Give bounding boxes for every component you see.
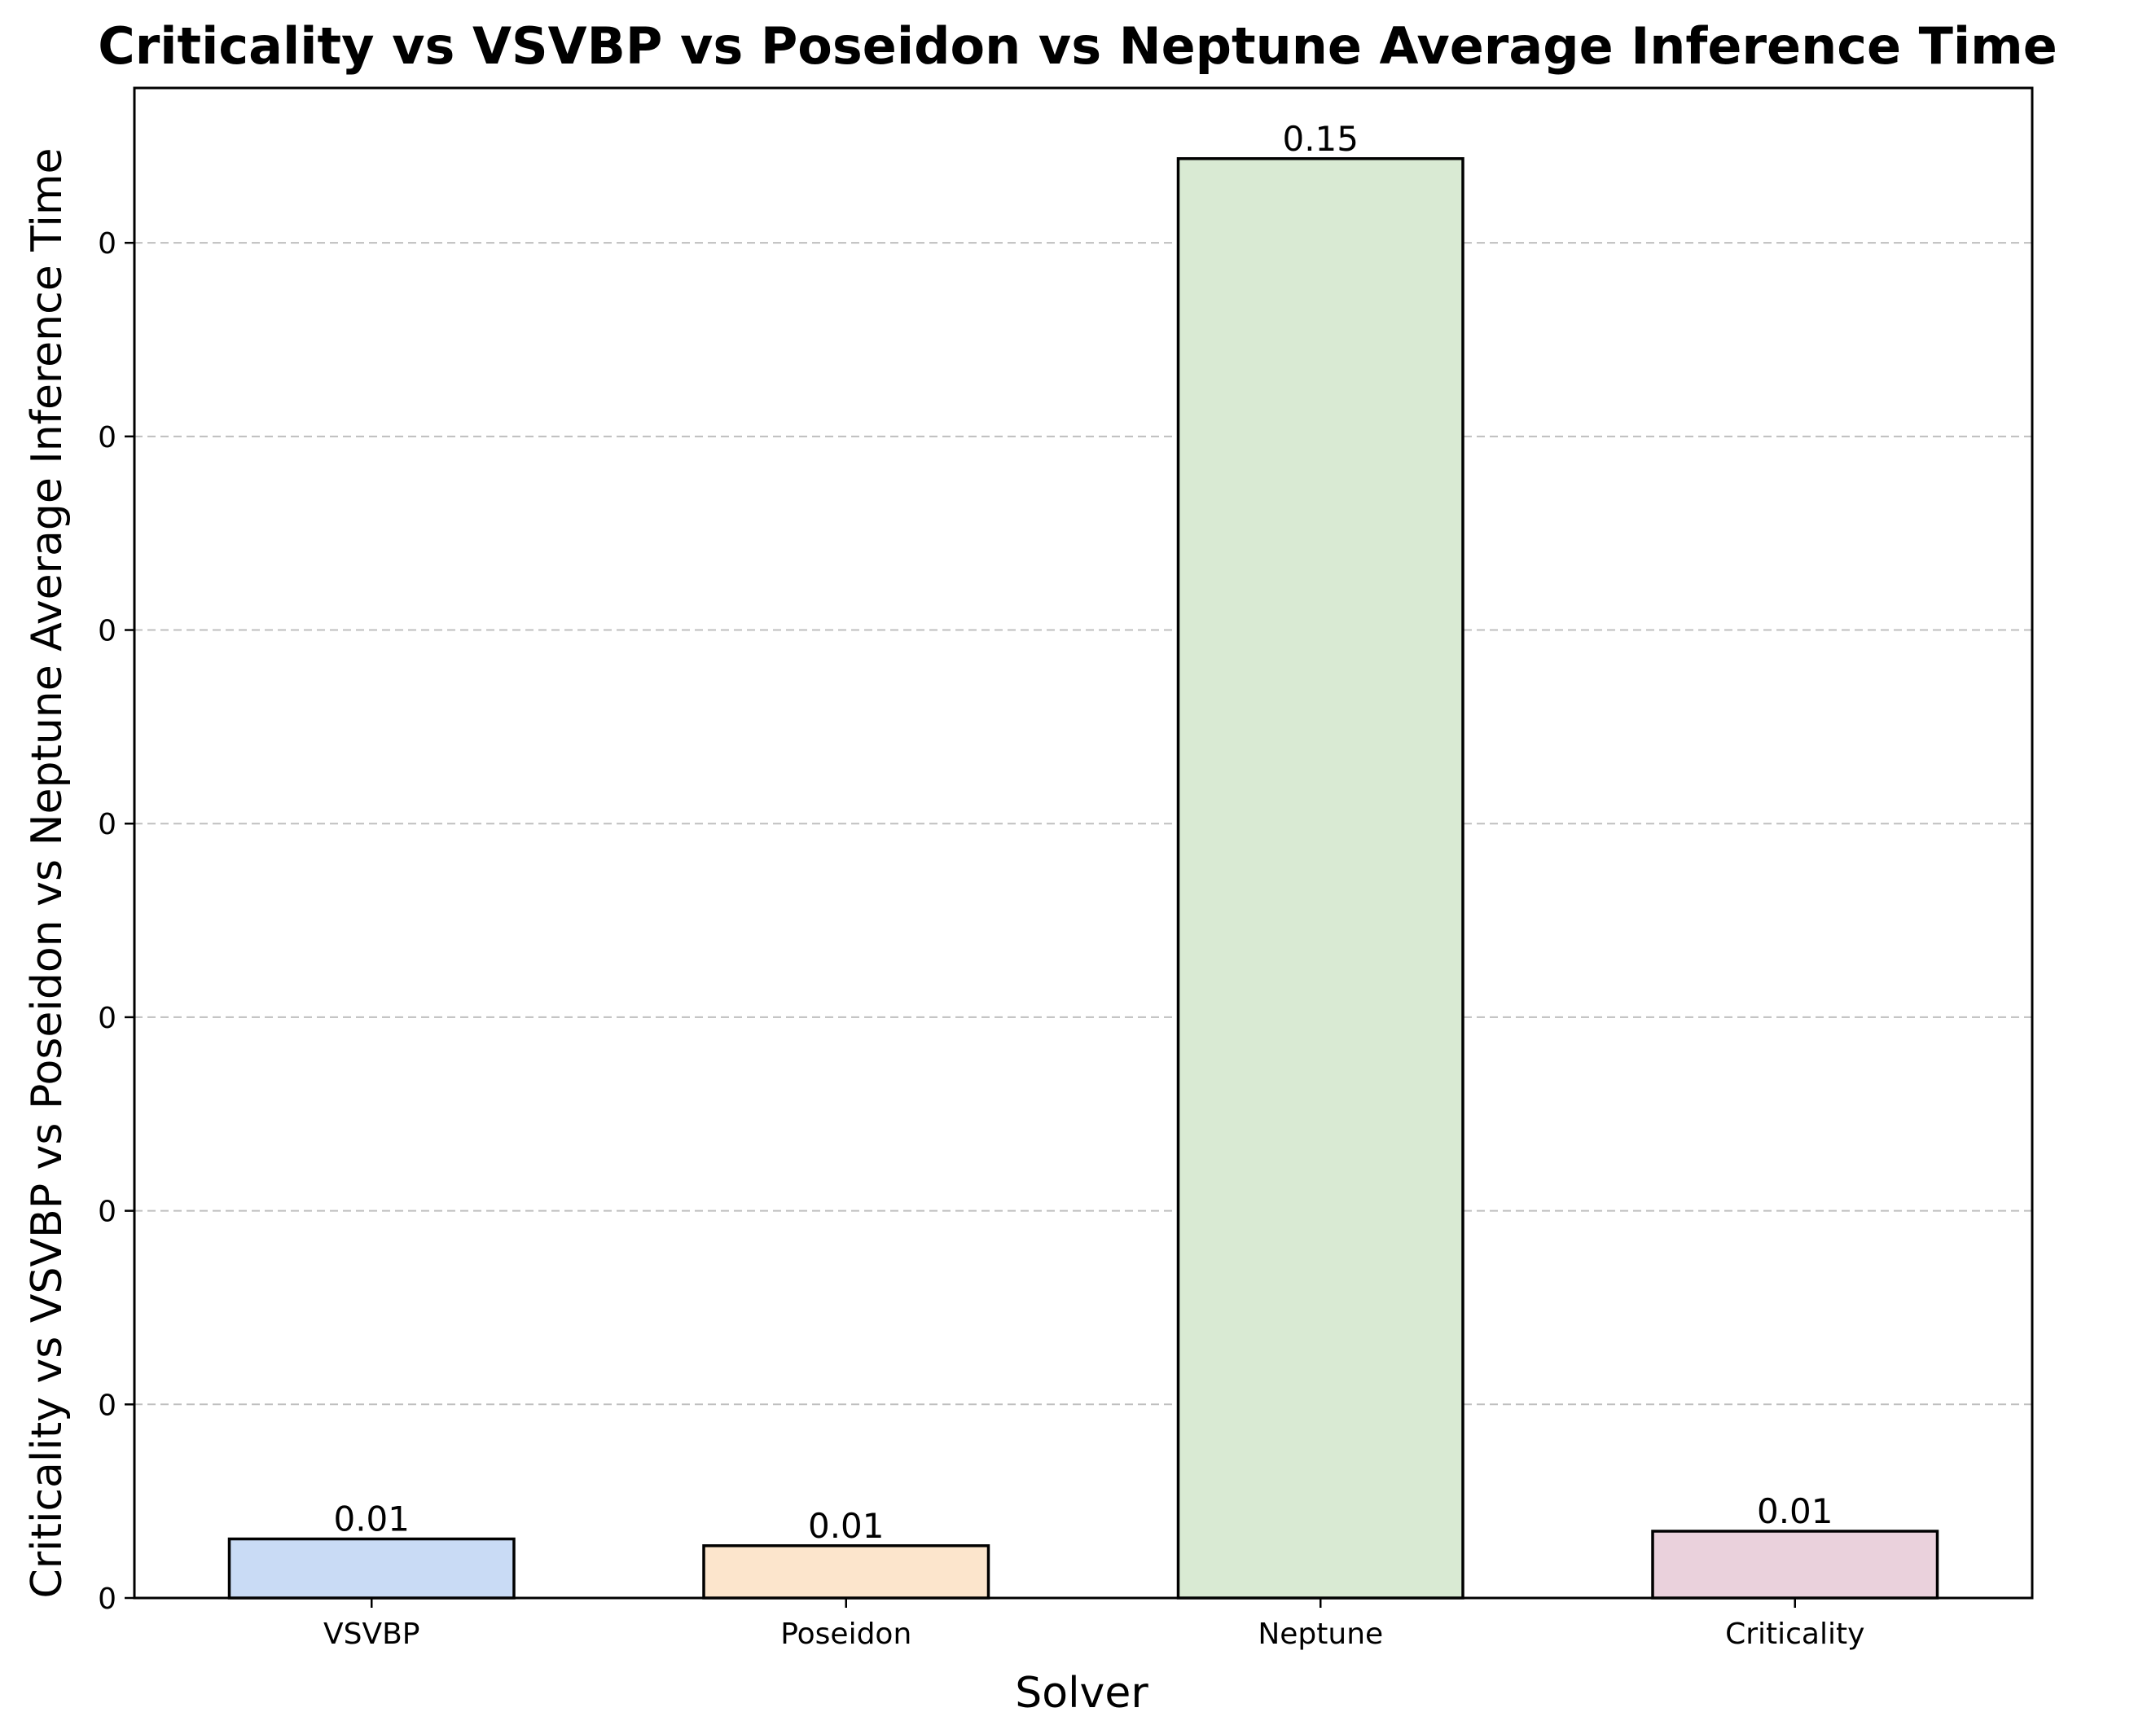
data-label-vsvbp: 0.01 [333, 1499, 410, 1539]
plot-frame [133, 86, 2034, 1600]
y-tick-label: 0 [98, 1583, 116, 1616]
y-tick-label: 0 [98, 615, 116, 648]
chart-title: Criticality vs VSVBP vs Poseidon vs Nept… [98, 16, 2057, 76]
bar-poseidon [702, 1544, 990, 1600]
data-labels: 0.01 0.01 0.15 0.01 [333, 119, 1833, 1546]
x-tick-label: Criticality [1725, 1618, 1864, 1651]
x-tick-label: Neptune [1258, 1618, 1383, 1651]
bars [227, 157, 1939, 1600]
data-label-poseidon: 0.01 [808, 1506, 885, 1546]
y-axis-ticks: 0 0 0 0 0 0 0 0 [98, 227, 134, 1616]
x-axis-label: Solver [1015, 1669, 1148, 1718]
y-tick-label: 0 [98, 808, 116, 841]
x-axis-ticks: VSVBP Poseidon Neptune Criticality [323, 1598, 1864, 1651]
data-label-criticality: 0.01 [1757, 1491, 1833, 1531]
bar-vsvbp [227, 1537, 516, 1600]
bar-criticality [1651, 1530, 1939, 1600]
y-tick-label: 0 [98, 227, 116, 261]
y-tick-label: 0 [98, 421, 116, 454]
y-tick-label: 0 [98, 1196, 116, 1229]
bar-neptune [1176, 157, 1464, 1600]
y-tick-label: 0 [98, 1389, 116, 1422]
x-tick-label: Poseidon [780, 1618, 911, 1651]
y-tick-label: 0 [98, 1002, 116, 1035]
data-label-neptune: 0.15 [1282, 119, 1359, 159]
grid-lines [134, 242, 2032, 1406]
y-axis-label: Criticality vs VSVBP vs Poseidon vs Nept… [23, 148, 72, 1599]
x-tick-label: VSVBP [323, 1618, 420, 1651]
